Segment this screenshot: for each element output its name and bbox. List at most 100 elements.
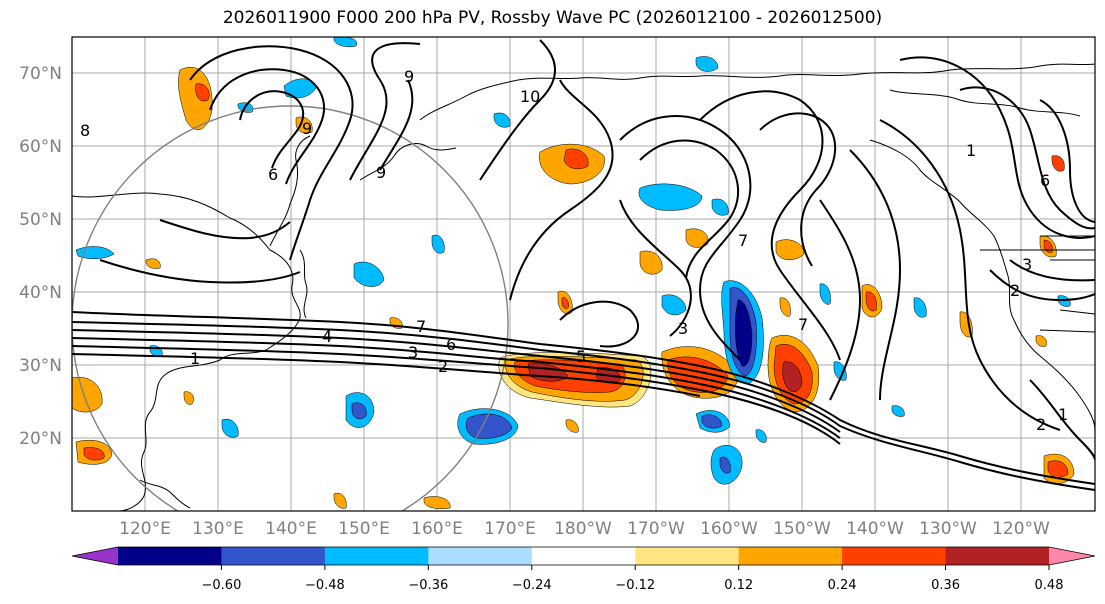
colorbar-extend-max — [1049, 547, 1095, 565]
lon-label: 150°E — [338, 519, 390, 539]
contour-line — [99, 259, 301, 284]
contour-line — [1039, 99, 1095, 223]
contour-line — [699, 90, 841, 361]
contour-line — [1029, 379, 1095, 461]
contour-line — [619, 115, 752, 361]
contour-line — [619, 199, 692, 337]
lat-label: 20°N — [19, 429, 62, 449]
colorbar-tick-label: −0.48 — [305, 578, 345, 593]
colorbar-segment — [221, 547, 326, 565]
latitude-labels: 70°N 60°N 50°N 40°N 30°N 20°N — [19, 64, 62, 449]
contour-line — [72, 337, 841, 439]
contour-label: 9 — [302, 119, 312, 138]
contour-line — [479, 39, 556, 181]
lon-label: 160°E — [411, 519, 463, 539]
contour-label: 3 — [1022, 255, 1032, 274]
coastlines — [72, 63, 1095, 511]
graticule — [72, 37, 1095, 511]
lon-label: 120°W — [992, 519, 1050, 539]
pv-contours — [72, 39, 1095, 491]
contour-line — [209, 68, 325, 185]
lon-label: 160°W — [700, 519, 758, 539]
colorbar-tick-label: 0.12 — [724, 578, 753, 593]
contour-label: 9 — [376, 163, 386, 182]
contour-line — [159, 219, 291, 240]
contour-label: 7 — [798, 315, 808, 334]
contour-label: 7 — [416, 317, 426, 336]
contour-line — [509, 79, 614, 301]
contour-line — [989, 269, 1095, 302]
contour-line — [379, 79, 414, 171]
lat-label: 40°N — [19, 283, 62, 303]
contour-line — [899, 56, 1095, 239]
contour-label: 9 — [404, 67, 414, 86]
contour-label: 1 — [1058, 405, 1068, 424]
lon-label: 140°W — [846, 519, 904, 539]
contour-line — [879, 119, 1061, 431]
contour-label: 8 — [80, 121, 90, 140]
map-frame — [71, 36, 1096, 512]
colorbar-tick-label: −0.24 — [512, 578, 552, 593]
colorbar-tick-label: −0.60 — [202, 578, 242, 593]
colorbar — [71, 546, 1096, 566]
contour-label: 2 — [438, 357, 448, 376]
map-title: 2026011900 F000 200 hPa PV, Rossby Wave … — [222, 8, 883, 28]
contour-line — [72, 329, 841, 433]
lon-label: 180°W — [554, 519, 612, 539]
lat-label: 50°N — [19, 210, 62, 230]
colorbar-tick-label: 0.48 — [1035, 578, 1064, 593]
contour-line — [349, 42, 421, 181]
contour-line — [639, 139, 740, 279]
contour-label: 5 — [576, 347, 586, 366]
colorbar-segment — [428, 547, 533, 565]
contour-label: 3 — [408, 343, 418, 362]
colorbar-outline — [71, 546, 1096, 566]
colorbar-segment — [842, 547, 947, 565]
contour-line — [239, 90, 305, 169]
contour-line — [72, 321, 1095, 491]
contour-label: 1 — [190, 349, 200, 368]
contour-label: 3 — [678, 319, 688, 338]
contour-line — [72, 353, 701, 397]
lon-label: 130°W — [919, 519, 977, 539]
pv-anomaly-shading — [72, 37, 1075, 509]
colorbar-tick-label: 0.36 — [931, 578, 960, 593]
lon-label: 120°E — [119, 519, 171, 539]
colorbar-segment — [324, 547, 429, 565]
colorbar-tick-label: −0.36 — [408, 578, 448, 593]
contour-line — [189, 45, 354, 261]
map-panel: 7 6 4 3 2 1 5 7 6 3 2 1 10 9 8 9 6 9 7 3… — [72, 37, 1095, 511]
contour-label: 7 — [738, 231, 748, 250]
contour-line — [559, 300, 640, 348]
colorbar-ticks: −0.60 −0.48 −0.36 −0.24 −0.12 0.12 0.24 0.36 0.4… — [202, 565, 1064, 593]
contour-line — [959, 86, 1095, 230]
lon-label: 170°E — [484, 519, 536, 539]
colorbar-segment — [945, 547, 1050, 565]
colorbar-tick-label: −0.12 — [615, 578, 655, 593]
contour-label: 4 — [322, 327, 332, 346]
contour-line — [1009, 259, 1095, 282]
contour-line — [819, 199, 862, 401]
contour-line — [759, 112, 837, 267]
colorbar-tick-label: 0.24 — [828, 578, 857, 593]
contour-labels: 7 6 4 3 2 1 5 7 6 3 2 1 10 9 8 9 6 9 7 3… — [80, 67, 1068, 434]
colorbar-segment — [635, 547, 740, 565]
positive-anomaly — [72, 67, 1075, 509]
lat-label: 60°N — [19, 137, 62, 157]
lat-label: 70°N — [19, 64, 62, 84]
contour-label: 2 — [1010, 281, 1020, 300]
contour-line — [72, 345, 841, 445]
reference-circle — [72, 105, 509, 511]
contour-line — [849, 149, 902, 401]
contour-label: 6 — [446, 335, 456, 354]
negative-anomaly — [75, 37, 1071, 485]
lon-label: 130°E — [192, 519, 244, 539]
lat-label: 30°N — [19, 356, 62, 376]
contour-line — [72, 311, 1095, 485]
lon-label: 140°E — [265, 519, 317, 539]
contour-label: 6 — [1040, 171, 1050, 190]
colorbar-segment — [531, 547, 636, 565]
lon-label: 150°W — [773, 519, 831, 539]
longitude-labels: 120°E 130°E 140°E 150°E 160°E 170°E 180°… — [119, 519, 1050, 539]
